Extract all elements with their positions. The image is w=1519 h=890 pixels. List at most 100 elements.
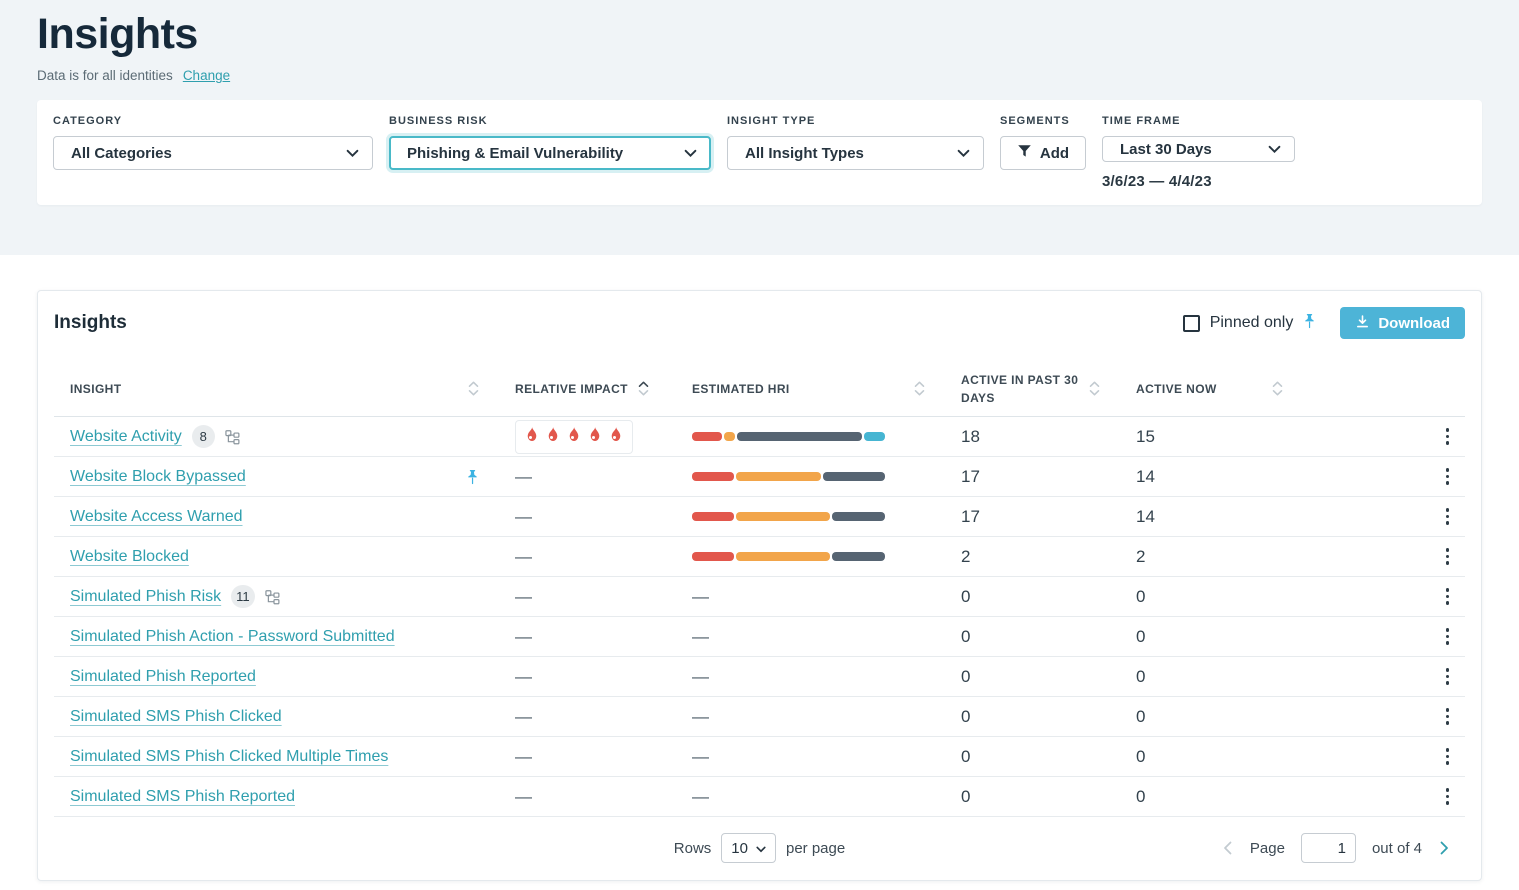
relative-impact-cell: —: [515, 587, 692, 607]
segments-add-button[interactable]: Add: [1000, 136, 1086, 170]
change-identities-link[interactable]: Change: [182, 68, 231, 83]
row-menu-button[interactable]: [1445, 468, 1466, 485]
insight-link[interactable]: Simulated Phish Reported: [70, 667, 256, 685]
insight-link[interactable]: Simulated SMS Phish Clicked Multiple Tim…: [70, 747, 389, 765]
pinned-only-label: Pinned only: [1209, 314, 1294, 331]
business-risk-dropdown[interactable]: Phishing & Email Vulnerability: [389, 136, 711, 170]
flame-icon: [525, 426, 539, 448]
table-row: Website Blocked — 2 2: [54, 537, 1465, 577]
table-row: Website Access Warned — 17 14: [54, 497, 1465, 537]
row-menu-button[interactable]: [1445, 788, 1466, 805]
insight-cell: Simulated Phish Reported: [54, 668, 515, 686]
active-now-cell: 14: [1136, 466, 1155, 486]
column-header-estimated-hri[interactable]: ESTIMATED HRI: [692, 381, 961, 396]
estimated-hri-cell: [692, 432, 961, 441]
estimated-hri-cell: —: [692, 627, 961, 647]
active-now-cell: 0: [1136, 626, 1146, 646]
table-row: Simulated Phish Action - Password Submit…: [54, 617, 1465, 657]
table-row: Simulated SMS Phish Clicked Multiple Tim…: [54, 737, 1465, 777]
sort-icon[interactable]: [468, 381, 479, 396]
table-row: Website Activity 8 18 15: [54, 417, 1465, 457]
insight-link[interactable]: Simulated SMS Phish Reported: [70, 787, 295, 805]
hri-bar: [692, 512, 885, 521]
download-button[interactable]: Download: [1340, 307, 1465, 339]
row-menu-button[interactable]: [1445, 588, 1466, 605]
active-now-cell: 0: [1136, 586, 1146, 606]
row-menu-button[interactable]: [1445, 668, 1466, 685]
insight-type-label: INSIGHT TYPE: [727, 115, 816, 127]
relative-impact-cell: —: [515, 627, 692, 647]
flame-icon: [546, 426, 560, 448]
column-header-active-past-30[interactable]: ACTIVE IN PAST 30 DAYS: [961, 371, 1136, 407]
segments-label: SEGMENTS: [1000, 115, 1070, 127]
empty-value: —: [515, 706, 532, 726]
hri-bar-segment: [692, 512, 734, 521]
row-menu-button[interactable]: [1445, 548, 1466, 565]
insight-link[interactable]: Simulated Phish Action - Password Submit…: [70, 627, 395, 645]
active-past-30-cell: 0: [961, 626, 971, 646]
insight-link[interactable]: Website Block Bypassed: [70, 467, 246, 485]
row-menu-button[interactable]: [1445, 748, 1466, 765]
insight-cell: Website Access Warned: [54, 508, 515, 526]
insight-cell: Website Blocked: [54, 548, 515, 566]
category-dropdown[interactable]: All Categories: [53, 136, 373, 170]
relative-impact-cell: —: [515, 747, 692, 767]
sort-icon-active[interactable]: [638, 381, 649, 396]
empty-value: —: [515, 786, 532, 806]
hri-bar-segment: [822, 472, 885, 481]
sort-icon[interactable]: [1272, 381, 1283, 396]
page-title: Insights: [37, 10, 198, 58]
row-menu-button[interactable]: [1445, 708, 1466, 725]
count-badge: 8: [191, 425, 215, 448]
relative-impact-cell: —: [515, 547, 692, 567]
insights-panel: Insights Pinned only Download INSIGHT RE…: [37, 290, 1482, 881]
active-past-30-cell: 18: [961, 426, 980, 446]
sort-icon[interactable]: [914, 381, 925, 396]
page-header: Insights Data is for all identities Chan…: [0, 0, 1519, 255]
active-now-cell: 15: [1136, 426, 1155, 446]
sort-icon[interactable]: [1089, 381, 1100, 396]
row-menu-button[interactable]: [1445, 508, 1466, 525]
table-row: Simulated SMS Phish Reported — — 0 0: [54, 777, 1465, 817]
column-header-insight[interactable]: INSIGHT: [54, 381, 515, 396]
relative-impact-cell: —: [515, 467, 692, 487]
row-menu-button[interactable]: [1445, 428, 1466, 445]
insight-link[interactable]: Website Activity: [70, 427, 182, 445]
active-past-30-cell: 17: [961, 506, 980, 526]
insight-link[interactable]: Website Blocked: [70, 547, 189, 565]
page-number-input[interactable]: [1300, 833, 1356, 863]
insight-type-value: All Insight Types: [745, 144, 864, 162]
column-header-relative-impact[interactable]: RELATIVE IMPACT: [515, 381, 692, 396]
table-footer: Rows 10 per page Page out of 4: [54, 817, 1465, 879]
insight-link[interactable]: Simulated SMS Phish Clicked: [70, 707, 282, 725]
column-header-active-now[interactable]: ACTIVE NOW: [1136, 381, 1291, 396]
panel-title: Insights: [54, 312, 127, 333]
rows-per-page-select[interactable]: 10: [721, 833, 776, 863]
row-menu-button[interactable]: [1445, 628, 1466, 645]
download-label: Download: [1378, 314, 1450, 332]
table-header-row: INSIGHT RELATIVE IMPACT ESTIMATED HRI AC…: [54, 361, 1465, 417]
pinned-only-checkbox[interactable]: [1182, 314, 1200, 332]
active-now-cell: 0: [1136, 666, 1146, 686]
chevron-down-icon: [684, 145, 697, 162]
date-range: 3/6/23 — 4/4/23: [1102, 173, 1212, 190]
estimated-hri-cell: —: [692, 787, 961, 807]
empty-value: —: [515, 746, 532, 766]
business-risk-value: Phishing & Email Vulnerability: [407, 144, 624, 162]
active-now-cell: 0: [1136, 746, 1146, 766]
next-page-button[interactable]: [1438, 839, 1451, 857]
time-frame-dropdown[interactable]: Last 30 Days: [1102, 136, 1295, 162]
estimated-hri-cell: —: [692, 747, 961, 767]
active-past-30-cell: 0: [961, 586, 971, 606]
relative-impact-cell: —: [515, 707, 692, 727]
insight-cell: Simulated Phish Action - Password Submit…: [54, 628, 515, 646]
empty-value: —: [515, 626, 532, 646]
hri-bar-segment: [692, 432, 722, 441]
insight-link[interactable]: Simulated Phish Risk: [70, 587, 222, 605]
insight-type-dropdown[interactable]: All Insight Types: [727, 136, 984, 170]
insight-link[interactable]: Website Access Warned: [70, 507, 243, 525]
hri-bar-segment: [832, 552, 885, 561]
previous-page-button[interactable]: [1221, 839, 1234, 857]
count-badge: 11: [231, 585, 255, 608]
rows-per-page-value: 10: [731, 839, 748, 857]
